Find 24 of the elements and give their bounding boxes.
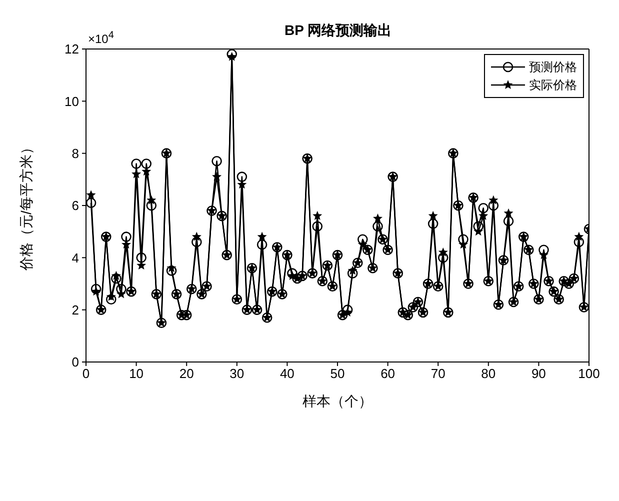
- x-tick-label: 70: [430, 366, 446, 382]
- y-tick-label: 0: [72, 354, 79, 370]
- x-tick-label: 20: [179, 366, 194, 382]
- chart-title: BP 网络预测输出: [284, 22, 392, 38]
- y-tick-label: 6: [72, 198, 79, 214]
- x-tick-label: 60: [380, 366, 396, 382]
- x-tick-label: 50: [330, 366, 345, 382]
- x-axis-title: 样本（个）: [302, 393, 372, 409]
- x-tick-label: 10: [129, 366, 144, 382]
- text: ×10$^{4}$: [88, 30, 114, 46]
- x-tick-label: 30: [230, 366, 244, 382]
- x-tick-label: 40: [280, 366, 294, 382]
- y-tick-label: 4: [72, 250, 79, 266]
- x-tick-label: 100: [578, 366, 600, 382]
- x-tick-label: 80: [481, 366, 496, 382]
- y-tick-label: 2: [72, 302, 79, 318]
- x-tick-label: 90: [531, 366, 546, 382]
- y-tick-label: 10: [64, 94, 79, 109]
- legend-label: 实际价格: [529, 77, 577, 94]
- y-tick-label: 12: [64, 42, 79, 57]
- x-tick-label: 0: [82, 366, 90, 382]
- y-tick-label: 8: [72, 146, 79, 161]
- legend-label: 预测价格: [529, 59, 577, 76]
- y-axis-title: 价格（元/每平方米）: [18, 140, 34, 272]
